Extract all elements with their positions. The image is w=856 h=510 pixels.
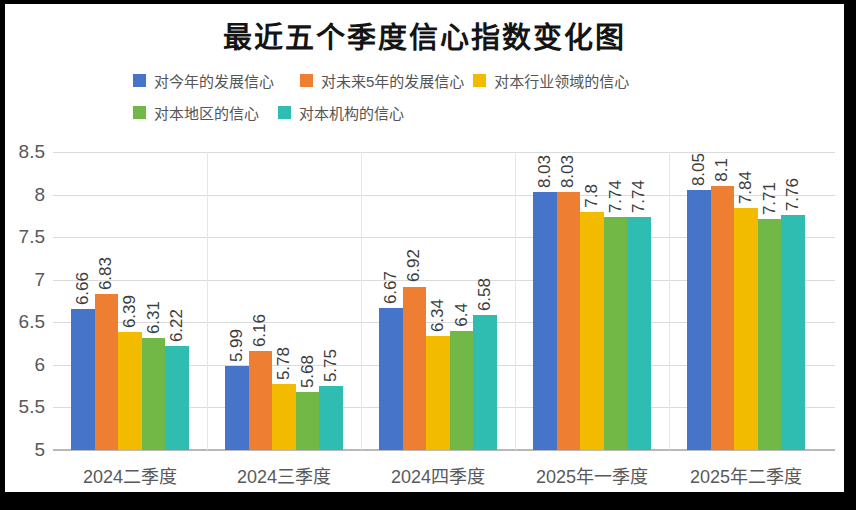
confidence-bar <box>473 315 497 450</box>
bar-value-label: 5.68 <box>298 355 318 388</box>
confidence-bar <box>734 208 758 450</box>
legend: 对今年的发展信心 对未来5年的发展信心 对本行业领域的信心对本地区的信心 对本机构的信… <box>133 68 629 132</box>
category-label: 2024四季度 <box>361 462 515 488</box>
bar-value-label: 8.03 <box>558 155 578 188</box>
confidence-bar <box>272 384 296 450</box>
legend-label: 对本行业领域的信心 <box>494 70 629 91</box>
chart-panel: 最近五个季度信心指数变化图 对今年的发展信心 对未来5年的发展信心 对本行业领域的信… <box>5 4 844 492</box>
legend-row: 对本地区的信心 对本机构的信心 <box>133 100 629 124</box>
confidence-bar <box>95 294 119 450</box>
confidence-bar <box>687 190 711 450</box>
bar-value-label: 6.22 <box>167 309 187 342</box>
legend-item: 对本机构的信心 <box>278 102 404 123</box>
legend-item: 对本地区的信心 <box>133 102 259 123</box>
y-axis-label: 5.5 <box>5 397 45 416</box>
confidence-bar <box>604 217 628 450</box>
y-axis-label: 6 <box>5 354 45 373</box>
bar-value-label: 7.84 <box>736 171 756 204</box>
y-axis-label: 8 <box>5 184 45 203</box>
confidence-bar <box>249 351 273 450</box>
y-axis-label: 7.5 <box>5 227 45 246</box>
bar-value-label: 8.05 <box>689 153 709 186</box>
bar-value-label: 6.83 <box>96 257 116 290</box>
y-axis-label: 5 <box>5 440 45 459</box>
bar-value-label: 8.1 <box>712 158 732 182</box>
bar-value-label: 6.31 <box>144 301 164 334</box>
confidence-bar <box>450 331 474 450</box>
gridline <box>53 152 835 153</box>
confidence-bar <box>142 338 166 450</box>
confidence-bar <box>296 392 320 450</box>
screenshot-root: { "frame": { "border_color": "#000000", … <box>0 0 856 510</box>
y-axis-label: 7 <box>5 269 45 288</box>
legend-swatch-icon <box>300 74 313 87</box>
bar-value-label: 7.74 <box>629 180 649 213</box>
bar-value-label: 7.71 <box>760 182 780 215</box>
confidence-bar <box>557 192 581 450</box>
category-separator-line <box>207 152 208 450</box>
category-label: 2024二季度 <box>53 462 207 488</box>
category-separator-line <box>361 152 362 450</box>
bar-value-label: 6.66 <box>73 272 93 305</box>
legend-swatch-icon <box>133 74 146 87</box>
legend-label: 对今年的发展信心 <box>154 70 274 91</box>
bar-value-label: 6.34 <box>428 299 448 332</box>
confidence-bar <box>580 212 604 450</box>
confidence-bar <box>118 332 142 450</box>
bar-value-label: 5.75 <box>321 349 341 382</box>
confidence-bar <box>403 287 427 450</box>
bar-value-label: 6.67 <box>381 271 401 304</box>
confidence-bar <box>319 386 343 450</box>
confidence-bar <box>627 217 651 450</box>
confidence-bar <box>758 219 782 450</box>
legend-item: 对未来5年的发展信心 <box>300 70 464 91</box>
category-separator-line <box>669 152 670 450</box>
bar-value-label: 6.39 <box>120 295 140 328</box>
bar-value-label: 6.58 <box>475 278 495 311</box>
category-label: 2024三季度 <box>207 462 361 488</box>
chart-title: 最近五个季度信心指数变化图 <box>5 14 844 56</box>
legend-item: 对本行业领域的信心 <box>473 70 629 91</box>
legend-swatch-icon <box>278 106 291 119</box>
legend-row: 对今年的发展信心 对未来5年的发展信心 对本行业领域的信心 <box>133 68 629 92</box>
bar-value-label: 5.78 <box>274 347 294 380</box>
category-separator-line <box>515 152 516 450</box>
bar-value-label: 6.92 <box>404 249 424 282</box>
legend-item: 对今年的发展信心 <box>133 70 274 91</box>
bar-value-label: 7.8 <box>582 184 602 208</box>
bar-value-label: 5.99 <box>227 329 247 362</box>
y-axis-label: 8.5 <box>5 142 45 161</box>
bar-value-label: 7.74 <box>606 180 626 213</box>
confidence-bar <box>165 346 189 450</box>
confidence-bar <box>71 309 95 450</box>
confidence-bar <box>781 215 805 450</box>
confidence-bar <box>225 366 249 450</box>
legend-swatch-icon <box>133 106 146 119</box>
bar-value-label: 8.03 <box>535 155 555 188</box>
bar-value-label: 6.4 <box>452 303 472 327</box>
confidence-bar <box>711 186 735 450</box>
legend-label: 对本机构的信心 <box>299 102 404 123</box>
bar-value-label: 6.16 <box>250 314 270 347</box>
y-axis-label: 6.5 <box>5 312 45 331</box>
confidence-bar <box>379 308 403 450</box>
confidence-bar <box>426 336 450 450</box>
plot-area: 8.587.576.565.552024二季度2024三季度2024四季度202… <box>53 152 823 450</box>
legend-label: 对本地区的信心 <box>154 102 259 123</box>
category-label: 2025年一季度 <box>515 462 669 488</box>
bar-value-label: 7.76 <box>783 178 803 211</box>
legend-swatch-icon <box>473 74 486 87</box>
confidence-bar <box>533 192 557 450</box>
category-label: 2025年二季度 <box>669 462 823 488</box>
legend-label: 对未来5年的发展信心 <box>321 70 464 91</box>
